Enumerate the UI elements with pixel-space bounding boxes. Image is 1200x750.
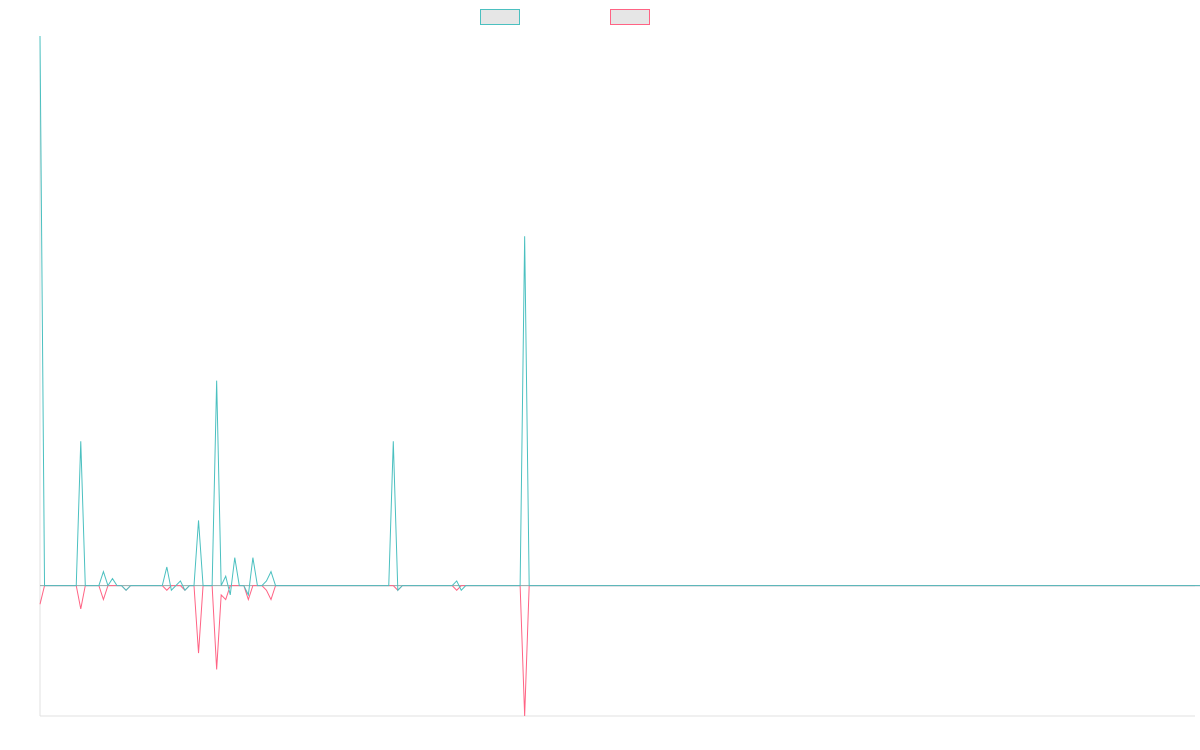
series-line-0 <box>39 35 1200 597</box>
legend-item-series-1[interactable] <box>610 9 656 25</box>
legend <box>480 9 656 25</box>
legend-item-series-0[interactable] <box>480 9 526 25</box>
series-line-1 <box>39 585 1200 717</box>
legend-swatch-series-0 <box>480 9 520 25</box>
series-layer <box>39 35 1200 717</box>
legend-swatch-series-1 <box>610 9 650 25</box>
